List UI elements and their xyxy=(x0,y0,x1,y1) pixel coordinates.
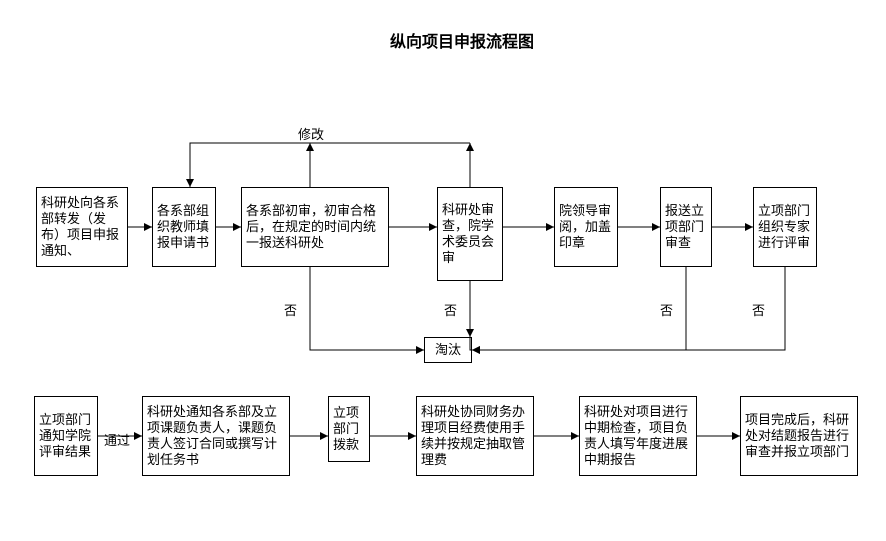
node-r4: 科研处协同财务办理项目经费使用手续并按规定抽取管理费 xyxy=(416,396,534,476)
label-no3: 否 xyxy=(660,304,673,317)
node-n4: 科研处审查，院学术委员会审 xyxy=(437,187,503,281)
node-r1-text: 立项部门通知学院评审结果 xyxy=(39,412,93,461)
node-n2: 各系部组织教师填报申请书 xyxy=(152,187,216,267)
node-n8-text: 淘汰 xyxy=(435,342,461,358)
node-n4-text: 科研处审查，院学术委员会审 xyxy=(442,202,498,267)
node-n7: 立项部门组织专家进行评审 xyxy=(753,187,817,267)
node-n3-text: 各系部初审，初审合格后，在规定的时间内统一报送科研处 xyxy=(246,203,384,252)
label-no2: 否 xyxy=(444,304,457,317)
label-no1: 否 xyxy=(284,304,297,317)
node-n2-text: 各系部组织教师填报申请书 xyxy=(157,203,211,252)
node-r5: 科研处对项目进行中期检查，项目负责人填写年度进展中期报告 xyxy=(579,396,697,476)
node-n7-text: 立项部门组织专家进行评审 xyxy=(758,203,812,252)
node-r6: 项目完成后，科研处对结题报告进行审查并报立项部门 xyxy=(740,396,858,476)
node-r1: 立项部门通知学院评审结果 xyxy=(34,396,98,476)
label-no4: 否 xyxy=(752,304,765,317)
node-n3: 各系部初审，初审合格后，在规定的时间内统一报送科研处 xyxy=(241,187,389,267)
node-r3-text: 立项部门拨款 xyxy=(333,405,365,454)
node-n5: 院领导审阅，加盖印章 xyxy=(554,187,618,267)
node-r3: 立项部门拨款 xyxy=(328,396,370,462)
node-n5-text: 院领导审阅，加盖印章 xyxy=(559,203,613,252)
diagram-title: 纵向项目申报流程图 xyxy=(390,28,534,52)
node-n1: 科研处向各系部转发（发布）项目申报通知、 xyxy=(36,187,128,267)
node-r2: 科研处通知各系部及立项课题负责人，课题负责人签订合同或撰写计划任务书 xyxy=(142,396,290,476)
node-n6: 报送立项部门审查 xyxy=(660,187,712,267)
label-pass: 通过 xyxy=(104,434,130,447)
node-r2-text: 科研处通知各系部及立项课题负责人，课题负责人签订合同或撰写计划任务书 xyxy=(147,404,285,469)
node-n6-text: 报送立项部门审查 xyxy=(665,203,707,252)
node-r5-text: 科研处对项目进行中期检查，项目负责人填写年度进展中期报告 xyxy=(584,404,692,469)
label-modify: 修改 xyxy=(298,128,324,141)
node-n1-text: 科研处向各系部转发（发布）项目申报通知、 xyxy=(41,195,123,260)
node-r6-text: 项目完成后，科研处对结题报告进行审查并报立项部门 xyxy=(745,412,853,461)
node-n8: 淘汰 xyxy=(424,337,472,363)
node-r4-text: 科研处协同财务办理项目经费使用手续并按规定抽取管理费 xyxy=(421,404,529,469)
